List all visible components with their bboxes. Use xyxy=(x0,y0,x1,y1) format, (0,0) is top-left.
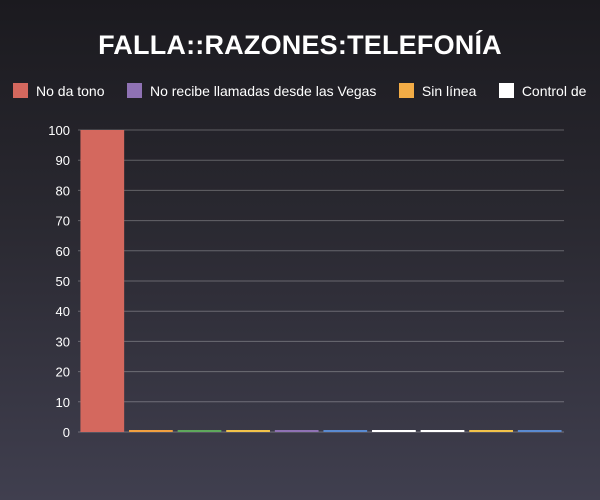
y-tick-label: 60 xyxy=(56,244,70,259)
y-tick-label: 20 xyxy=(56,365,70,380)
legend-swatch xyxy=(498,83,514,99)
legend-label: No recibe llamadas desde las Vegas xyxy=(149,82,377,99)
legend-item-sin-linea[interactable]: Sin línea xyxy=(398,82,477,102)
y-tick-label: 0 xyxy=(63,425,70,440)
y-tick-label: 50 xyxy=(56,274,70,289)
legend-swatch xyxy=(126,83,142,99)
bar-2[interactable] xyxy=(129,430,173,432)
legend-label: Control de xyxy=(521,82,587,99)
bar-4[interactable] xyxy=(226,430,270,432)
bar-9[interactable] xyxy=(469,430,513,432)
chart-title: FALLA::RAZONES:TELEFONÍA xyxy=(98,30,502,60)
bar-3[interactable] xyxy=(177,430,222,432)
y-tick-label: 40 xyxy=(56,304,70,319)
bar-1[interactable] xyxy=(80,130,125,432)
bar-10[interactable] xyxy=(517,430,562,432)
legend-item-control-de[interactable]: Control de xyxy=(498,82,587,102)
legend-item-no-recibe-llamadas[interactable]: No recibe llamadas desde las Vegas xyxy=(126,82,377,102)
y-tick-label: 10 xyxy=(56,395,70,410)
bar-5[interactable] xyxy=(274,430,319,432)
y-tick-label: 100 xyxy=(48,123,70,138)
bars xyxy=(80,130,562,432)
y-tick-label: 70 xyxy=(56,214,70,229)
legend-swatch xyxy=(398,83,414,99)
bar-7[interactable] xyxy=(372,430,416,432)
legend-label: Sin línea xyxy=(421,82,477,99)
bar-8[interactable] xyxy=(420,430,465,432)
legend-label: No da tono xyxy=(36,82,105,99)
grid-lines xyxy=(78,129,564,433)
y-axis-ticks: 0 10 20 30 40 50 60 70 80 90 100 xyxy=(48,123,70,440)
y-tick-label: 80 xyxy=(56,183,70,198)
bar-6[interactable] xyxy=(323,430,368,432)
y-tick-label: 30 xyxy=(56,334,70,349)
y-tick-label: 90 xyxy=(56,153,70,168)
legend-swatch xyxy=(13,83,28,99)
chart-legend: No da tono No recibe llamadas desde las … xyxy=(13,82,600,104)
legend-item-no-da-tono[interactable]: No da tono xyxy=(13,82,105,102)
